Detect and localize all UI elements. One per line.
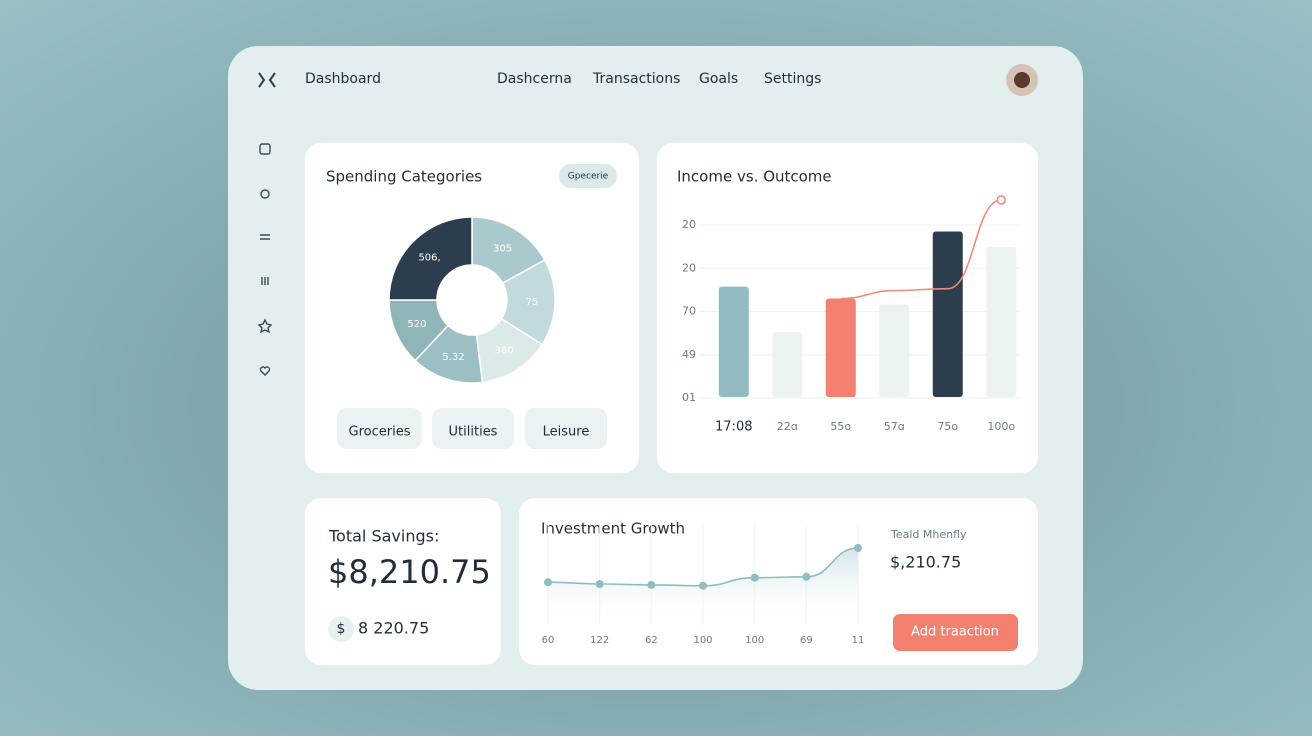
investment-point — [647, 580, 656, 589]
nav-link[interactable]: Settings — [764, 71, 821, 87]
currency-badge — [328, 616, 354, 642]
side-icon[interactable] — [261, 277, 269, 285]
side-icon[interactable] — [259, 143, 271, 155]
pie-label: 506, — [418, 253, 440, 264]
side-icon[interactable] — [260, 234, 270, 240]
badge[interactable] — [559, 164, 617, 188]
investment-point — [595, 580, 604, 588]
card-title: Spending Categories — [326, 168, 482, 186]
pie-label: 380 — [495, 346, 514, 357]
pie-segment — [388, 216, 473, 301]
card-title: Income vs. Outcome — [677, 168, 832, 186]
side-label: Teald Mhenfly — [890, 528, 967, 541]
x-tick-label: 62 — [645, 635, 658, 646]
add-button[interactable] — [893, 614, 1018, 651]
y-tick-label: 01 — [682, 391, 696, 404]
x-tick-label: 100o — [987, 420, 1015, 433]
x-tick-label: 11 — [852, 635, 865, 646]
savings-card — [305, 498, 501, 665]
line-end-marker — [996, 195, 1006, 205]
pie-label: 520 — [407, 319, 426, 330]
avatar-face — [1014, 72, 1030, 88]
side-icon[interactable] — [260, 189, 270, 199]
bar — [825, 298, 856, 397]
spending-card — [305, 143, 639, 473]
side-icon[interactable] — [257, 318, 273, 334]
y-tick-label: 20 — [682, 218, 696, 231]
investment-point — [802, 572, 811, 581]
badge-label[interactable]: Gpecerie — [568, 172, 609, 182]
bar — [986, 247, 1017, 397]
pie-label: 305 — [493, 243, 512, 254]
x-tick-label: 100 — [745, 635, 764, 646]
savings-sub-amount: 8 220.75 — [358, 619, 429, 638]
pie-label: 75 — [526, 297, 539, 308]
investment-point — [854, 544, 862, 552]
x-tick-label: 75o — [937, 420, 958, 433]
investment-point — [544, 578, 552, 587]
add-button-label[interactable]: Add traaction — [911, 625, 999, 640]
pill[interactable] — [337, 408, 422, 449]
pill-label[interactable]: Leisure — [543, 425, 590, 440]
pill[interactable] — [525, 408, 607, 449]
investment-point — [750, 573, 759, 582]
pill-label[interactable]: Groceries — [349, 425, 411, 440]
x-tick-label: 22ɑ — [777, 420, 798, 433]
card-title: Investment Growth — [541, 520, 685, 538]
nav-link[interactable]: Transactions — [592, 71, 680, 87]
logo — [258, 72, 276, 88]
x-tick-label: 55o — [830, 420, 851, 433]
side-amount: $,210.75 — [890, 553, 961, 572]
bar — [772, 331, 803, 397]
sidebar — [257, 143, 273, 376]
bar — [879, 304, 910, 397]
pill-label[interactable]: Utilities — [449, 425, 498, 440]
savings-amount: $8,210.75 — [328, 553, 491, 591]
x-tick-label: 60 — [542, 635, 555, 646]
x-tick-label: 17:08 — [715, 420, 752, 435]
x-tick-label: 100 — [693, 635, 712, 646]
pill[interactable] — [432, 408, 514, 449]
x-tick-label: 69 — [800, 635, 813, 646]
pie-label: 5.32 — [442, 352, 464, 363]
x-tick-label: 122 — [590, 635, 609, 646]
nav-link[interactable]: Goals — [699, 71, 738, 87]
currency-symbol: $ — [337, 621, 346, 637]
y-tick-label: 49 — [682, 348, 696, 361]
brand[interactable]: Dashboard — [305, 71, 381, 87]
bar — [718, 286, 749, 397]
y-tick-label: 70 — [682, 305, 696, 318]
side-icon[interactable] — [259, 366, 271, 376]
nav-link[interactable]: Dashcerna — [497, 71, 572, 87]
y-tick-label: 20 — [682, 261, 696, 274]
x-tick-label: 57ɑ — [884, 420, 905, 433]
income-line — [840, 199, 1002, 300]
bar — [932, 231, 963, 397]
investment-point — [699, 581, 707, 590]
savings-title: Total Savings: — [328, 527, 439, 546]
